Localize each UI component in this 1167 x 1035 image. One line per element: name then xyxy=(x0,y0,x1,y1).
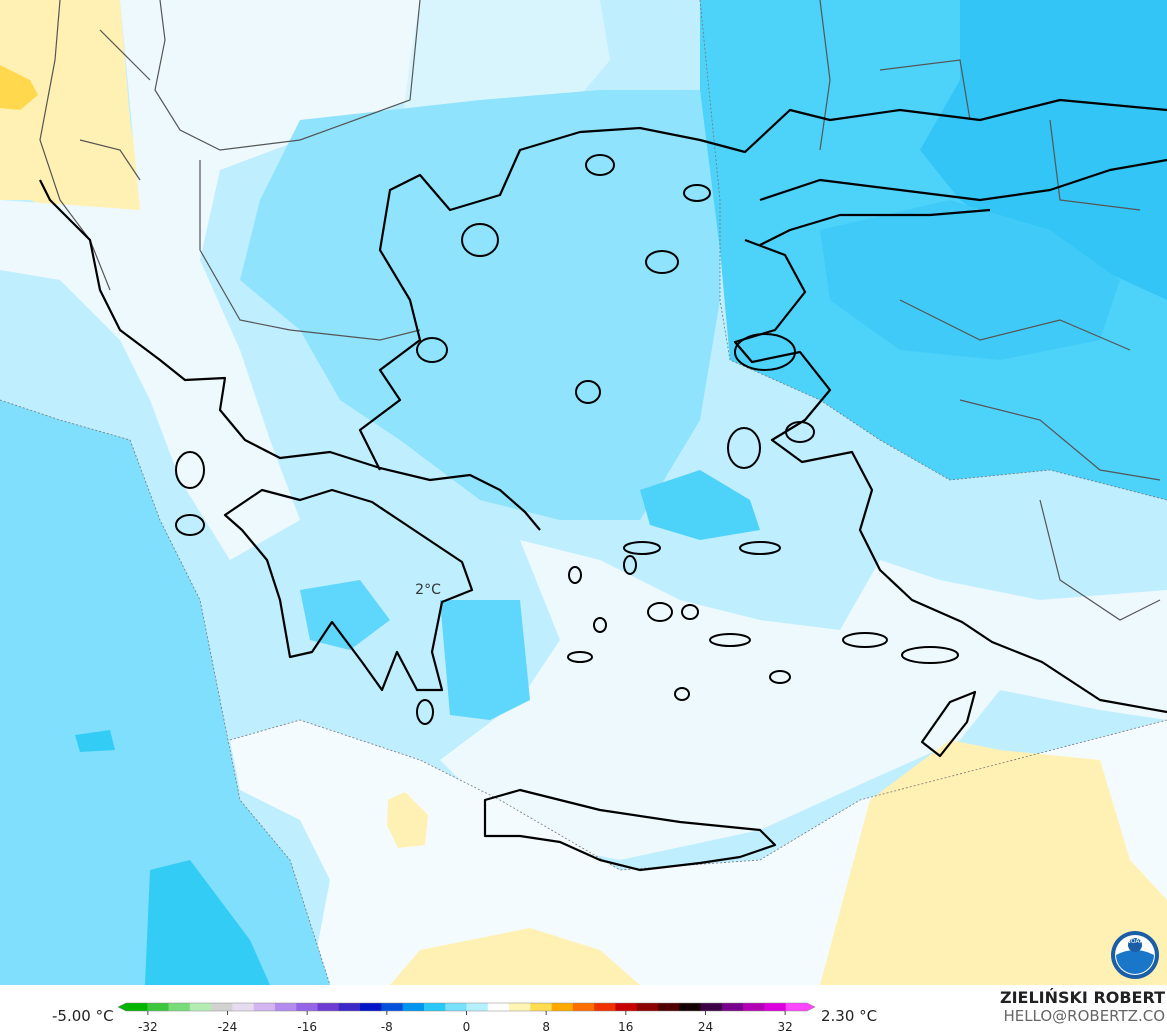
colorbar-tick-label: 32 xyxy=(777,1020,792,1034)
colorbar-step xyxy=(487,1003,510,1011)
border xyxy=(154,0,421,151)
colorbar-step xyxy=(679,1003,702,1011)
colorbar-step xyxy=(743,1003,765,1011)
colorbar-step xyxy=(721,1003,744,1011)
coastline xyxy=(358,98,1167,471)
colorbar-step xyxy=(594,1003,616,1011)
colorbar-step xyxy=(636,1003,659,1011)
colorbar-step xyxy=(147,1003,170,1011)
logo-text: NOAA xyxy=(1126,938,1144,945)
colder-area xyxy=(820,200,1120,360)
border xyxy=(199,160,421,341)
colorbar-step xyxy=(530,1003,553,1011)
islands xyxy=(175,154,959,725)
coastline xyxy=(223,488,474,692)
warm-area xyxy=(0,0,145,230)
colorbar-step xyxy=(253,1003,276,1011)
colder-area xyxy=(920,0,1167,300)
colorbar-step xyxy=(296,1003,319,1011)
colorbar-min-label: -5.00 °C xyxy=(52,1007,114,1025)
colorbar-step xyxy=(168,1003,191,1011)
colorbar-tick-label: 16 xyxy=(618,1020,633,1034)
credit-email: HELLO@ROBERTZ.CO xyxy=(1003,1007,1165,1025)
contour-line xyxy=(699,0,1167,501)
colorbar-outline xyxy=(117,1002,816,1012)
colorbar-tick-label: 8 xyxy=(542,1020,550,1034)
colorbar-step xyxy=(402,1003,425,1011)
border xyxy=(79,29,151,181)
border xyxy=(819,0,1161,621)
warm-area xyxy=(387,792,428,848)
colorbar-end xyxy=(118,1003,126,1011)
colorbar-step xyxy=(317,1003,340,1011)
border xyxy=(39,0,111,291)
colorbar-step xyxy=(232,1003,255,1011)
cold-area xyxy=(0,400,330,985)
colorbar-max-label: 2.30 °C xyxy=(821,1007,877,1025)
colder-area xyxy=(640,470,760,540)
colorbar-step xyxy=(785,1003,808,1011)
contour-line xyxy=(229,719,1167,871)
colorbar: -32 -24 -16 -8 0 8 16 24 32 xyxy=(117,1002,816,1034)
colorbar-tick-label: -32 xyxy=(138,1020,158,1034)
cool-area xyxy=(440,540,1167,860)
colorbar-tick-label: -8 xyxy=(381,1020,393,1034)
cold-area xyxy=(440,600,530,720)
colorbar-step xyxy=(211,1003,233,1011)
cold-area xyxy=(300,580,390,650)
warm-area xyxy=(390,928,640,985)
noaa-logo: NOAA xyxy=(1111,931,1159,979)
cool-area xyxy=(0,0,420,560)
coastline xyxy=(759,158,1167,246)
colorbar-step xyxy=(551,1003,574,1011)
colorbar-tick-label: -24 xyxy=(218,1020,238,1034)
colorbar-step xyxy=(274,1003,297,1011)
colorbar-step xyxy=(615,1003,638,1011)
coastline xyxy=(483,788,777,872)
colorbar-step xyxy=(423,1003,446,1011)
coastline xyxy=(920,690,977,758)
warm-area xyxy=(820,740,1167,985)
colorbar-tick-label: 0 xyxy=(463,1020,471,1034)
colorbar-step xyxy=(445,1003,467,1011)
colorbar-step xyxy=(764,1003,787,1011)
warm-area xyxy=(0,65,38,110)
colorbar-step xyxy=(658,1003,680,1011)
colorbar-step xyxy=(381,1003,404,1011)
colorbar-step xyxy=(360,1003,382,1011)
colder-area xyxy=(145,860,270,985)
colorbar-end xyxy=(807,1003,815,1011)
colorbar-tick-label: 24 xyxy=(698,1020,713,1034)
colorbar-step xyxy=(189,1003,212,1011)
cold-area xyxy=(240,90,720,520)
colorbar-step xyxy=(466,1003,489,1011)
colder-area xyxy=(75,730,115,752)
coastline xyxy=(39,179,541,531)
map-label: 2°C xyxy=(415,582,441,598)
colorbar-step xyxy=(126,1003,148,1011)
credit-author: ZIELIŃSKI ROBERT xyxy=(1000,988,1165,1007)
map: 2°C NOAA xyxy=(0,0,1167,986)
colorbar-step xyxy=(700,1003,723,1011)
colorbar-step xyxy=(338,1003,361,1011)
colorbar-tick-label: -16 xyxy=(297,1020,317,1034)
colorbar-step xyxy=(509,1003,531,1011)
colorbar-step xyxy=(572,1003,595,1011)
